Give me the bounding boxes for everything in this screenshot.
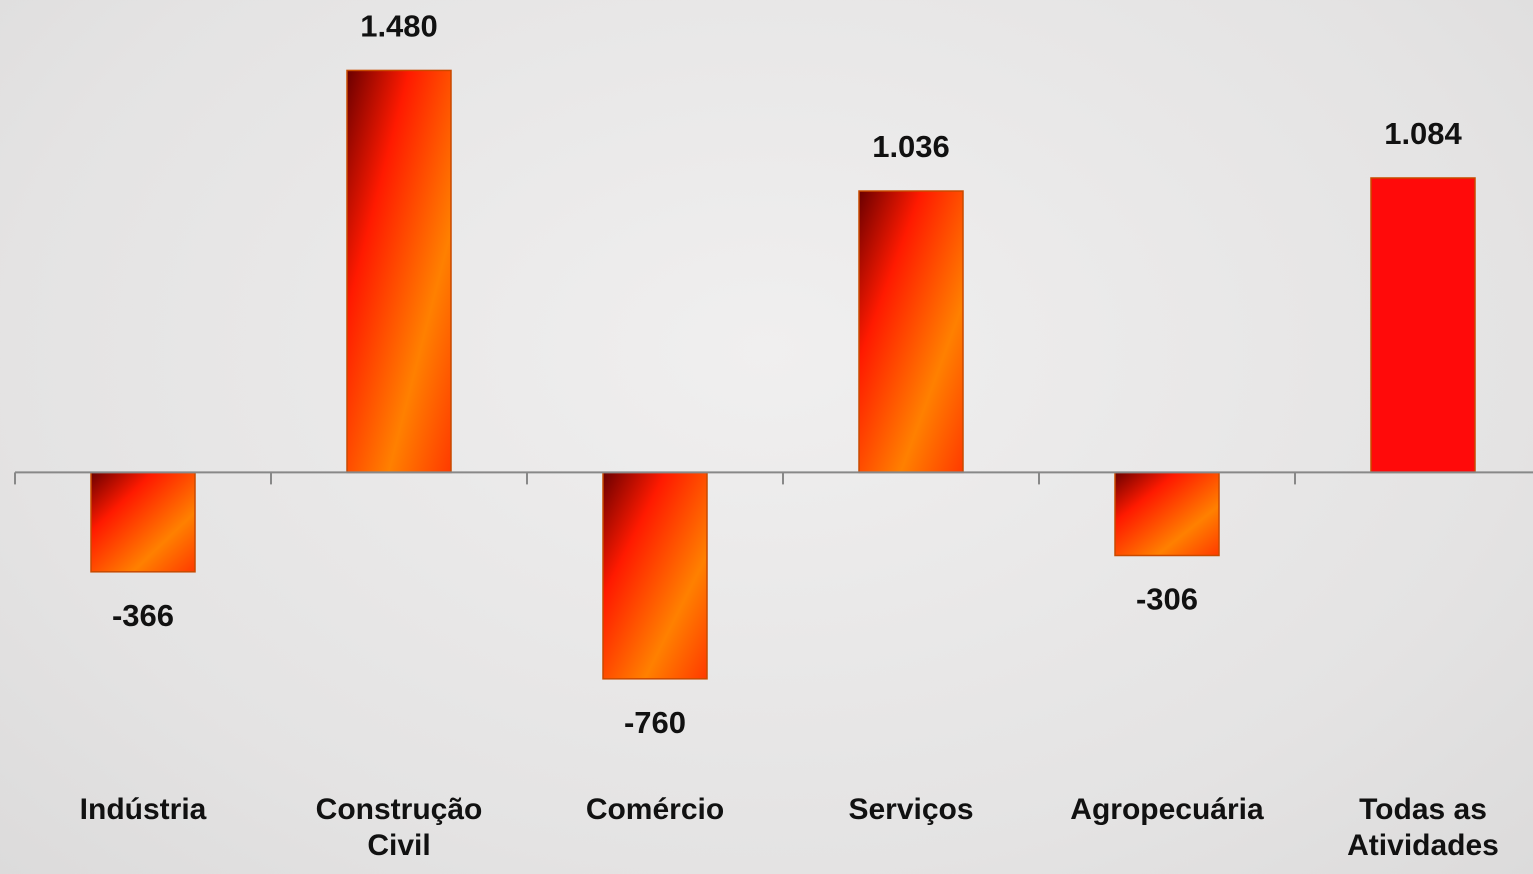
x-tick-label: Serviços <box>848 793 974 826</box>
bar <box>346 69 452 474</box>
value-label: -306 <box>1136 582 1198 617</box>
x-tick-label: Indústria <box>79 793 207 826</box>
value-label: -366 <box>112 598 174 633</box>
x-tick-label: Todas as Atividades <box>1347 793 1499 862</box>
value-label: 1.480 <box>360 9 438 44</box>
x-tick-label: Agropecuária <box>1070 793 1264 826</box>
value-label: 1.036 <box>872 129 950 164</box>
bar <box>1370 177 1476 474</box>
bar <box>90 471 196 573</box>
bar <box>1114 471 1220 557</box>
x-tick-label: Construção Civil <box>315 793 483 862</box>
value-label: 1.084 <box>1384 116 1462 151</box>
bar <box>602 471 708 680</box>
value-label: -760 <box>624 705 686 740</box>
bar <box>858 190 964 474</box>
x-tick-label: Comércio <box>585 793 725 826</box>
